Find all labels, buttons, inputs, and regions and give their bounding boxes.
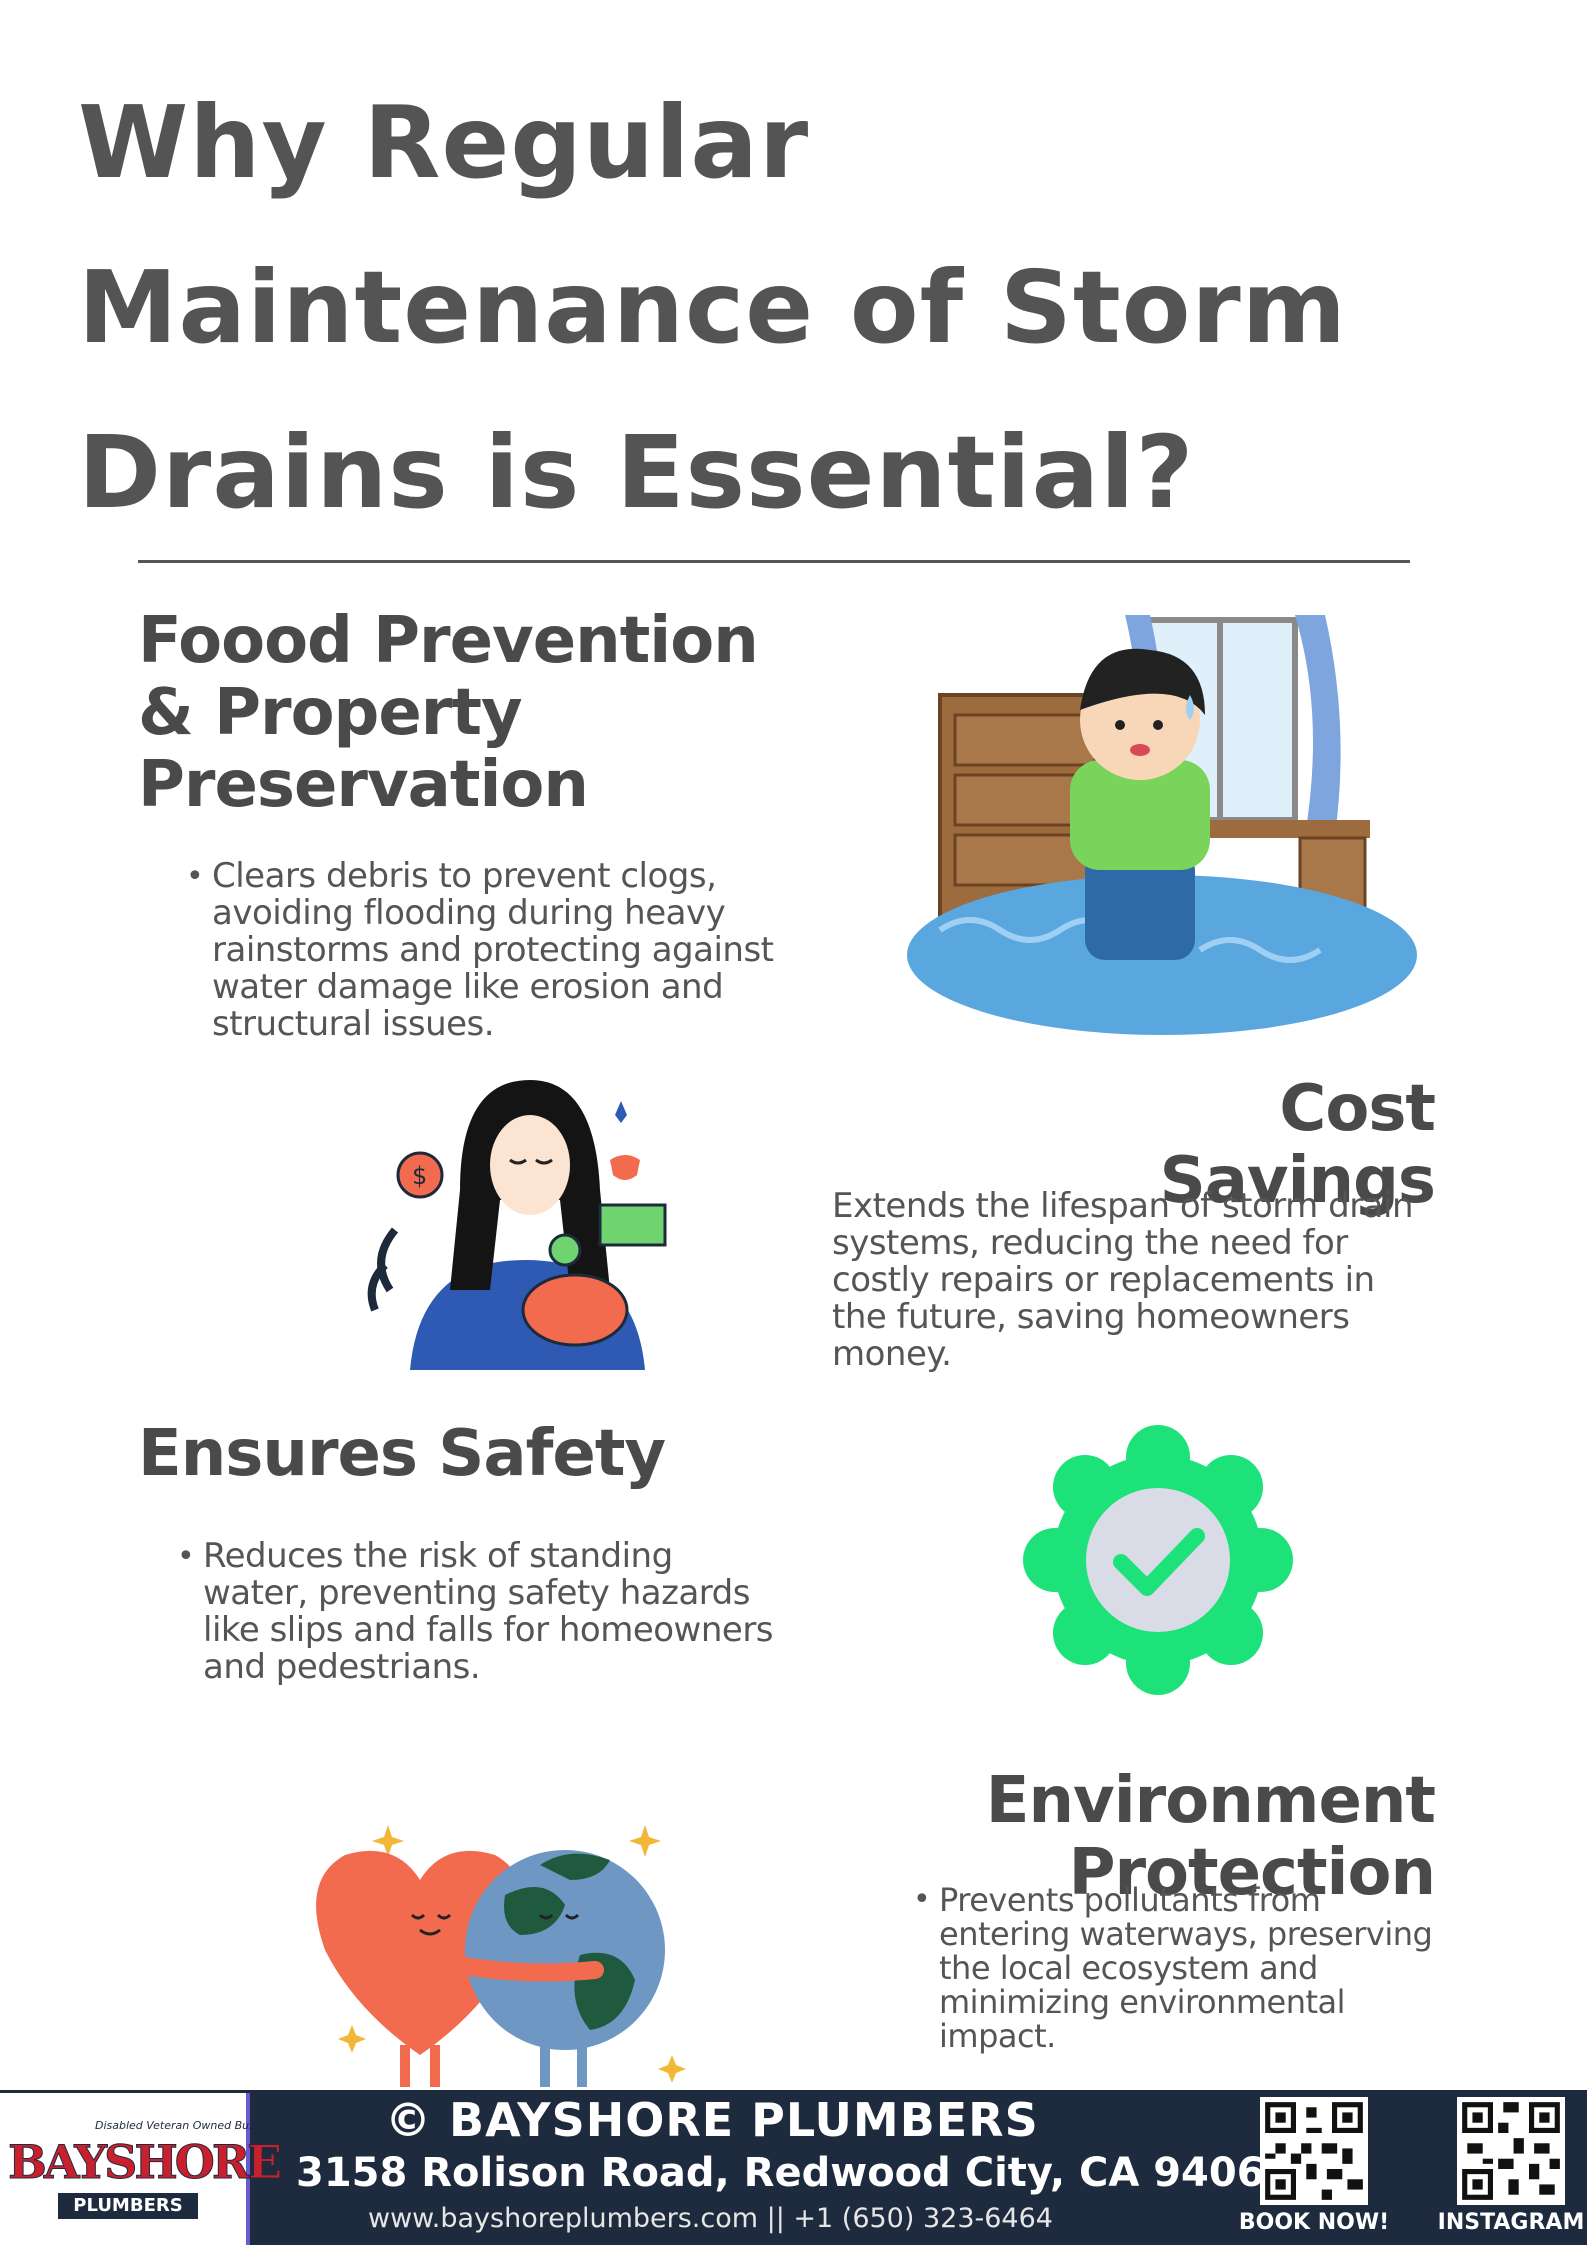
check-badge-icon	[1023, 1425, 1293, 1695]
flood-text-line: Clears debris to prevent clogs,	[212, 856, 717, 896]
logo-subtext: PLUMBERS	[58, 2193, 198, 2219]
qr-book-label: BOOK NOW!	[1238, 2210, 1390, 2235]
cost-text: Extends the lifespan of storm drain syst…	[832, 1188, 1432, 1373]
environment-text-line: impact.	[939, 2017, 1056, 2055]
safety-text-line: and pedestrians.	[203, 1647, 481, 1687]
title-line-3: Drains is Essential?	[78, 414, 1195, 531]
flood-text: • Clears debris to prevent clogs, avoidi…	[186, 856, 852, 1044]
safety-text: • Reduces the risk of standing water, pr…	[177, 1536, 843, 1687]
flood-text-line: water damage like erosion and	[212, 967, 724, 1007]
cost-text-line: costly repairs or replacements in	[832, 1260, 1375, 1300]
bullet-icon: •	[913, 1882, 931, 1917]
logo-tagline: Disabled Veteran Owned Business	[95, 2119, 284, 2132]
qr-code-instagram-icon[interactable]	[1457, 2097, 1565, 2205]
safety-text-line: like slips and falls for homeowners	[203, 1610, 774, 1650]
divider	[138, 560, 1410, 563]
company-logo: Disabled Veteran Owned Business BAYSHORE…	[0, 2093, 283, 2245]
safety-text-line: Reduces the risk of standing	[203, 1536, 673, 1576]
safety-heading: Ensures Safety	[138, 1417, 666, 1491]
footer-address: 3158 Rolison Road, Redwood City, CA 9406…	[296, 2150, 1293, 2196]
logo-wordmark: BAYSHORE	[8, 2135, 283, 2190]
page-title: Why Regular Maintenance of Storm Drains …	[78, 60, 1478, 555]
flood-heading-line-3: Preservation	[138, 748, 589, 822]
flood-heading: Foood Prevention & Property Preservation	[138, 605, 838, 821]
flood-text-line: structural issues.	[212, 1004, 495, 1044]
flood-text-line: rainstorms and protecting against	[212, 930, 774, 970]
cost-text-line: the future, saving homeowners	[832, 1297, 1350, 1337]
bullet-icon: •	[186, 859, 204, 894]
flooded-room-illustration	[907, 615, 1417, 1035]
footer-contact[interactable]: www.bayshoreplumbers.com || +1 (650) 323…	[368, 2203, 1053, 2234]
qr-instagram-label: INSTAGRAM	[1437, 2210, 1585, 2235]
environment-text: • Prevents pollutants from entering wate…	[913, 1881, 1439, 2055]
heart-hugging-earth-illustration	[316, 1825, 686, 2087]
flood-text-line: avoiding flooding during heavy	[212, 893, 726, 933]
cost-text-line: Extends the lifespan of storm drain	[832, 1186, 1414, 1226]
woman-saving-money-illustration: $	[367, 1080, 667, 1370]
title-line-2: Maintenance of Storm	[78, 249, 1347, 366]
safety-text-line: water, preventing safety hazards	[203, 1573, 750, 1613]
environment-text-line: Prevents pollutants from	[939, 1881, 1321, 1919]
flood-heading-line-1: Foood Prevention	[138, 604, 759, 678]
qr-code-book-icon[interactable]	[1260, 2097, 1368, 2205]
environment-text-line: minimizing environmental	[939, 1983, 1346, 2021]
cost-text-line: systems, reducing the need for	[832, 1223, 1348, 1263]
cost-text-line: money.	[832, 1334, 952, 1374]
environment-heading: Environment Protection	[985, 1764, 1436, 1910]
footer-company-name: © BAYSHORE PLUMBERS	[385, 2093, 1039, 2147]
svg-text:$: $	[412, 1162, 427, 1190]
title-line-1: Why Regular	[78, 84, 810, 201]
bullet-icon: •	[177, 1539, 195, 1574]
flood-heading-line-2: & Property	[138, 676, 523, 750]
cost-heading: Cost Savings	[1159, 1072, 1436, 1218]
environment-text-line: entering waterways, preserving	[939, 1915, 1433, 1953]
environment-text-line: the local ecosystem and	[939, 1949, 1318, 1987]
